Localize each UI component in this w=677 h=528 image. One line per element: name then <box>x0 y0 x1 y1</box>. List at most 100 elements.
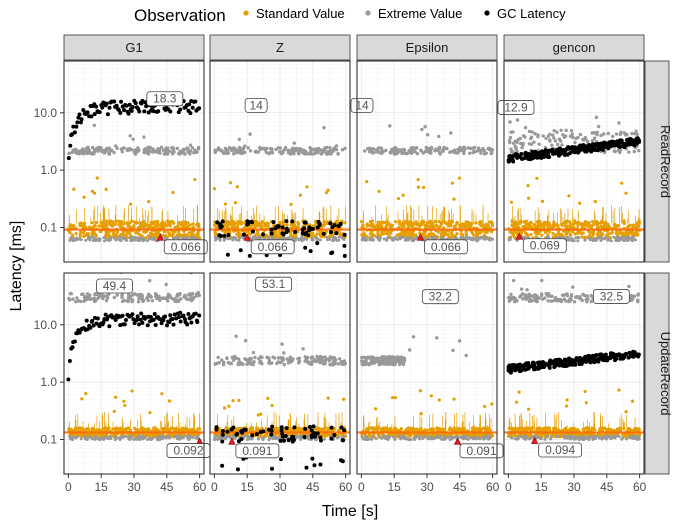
standard-point <box>540 233 544 237</box>
standard-point <box>360 233 365 237</box>
extreme-point <box>488 238 492 242</box>
gc-point <box>153 323 158 328</box>
gc-point <box>178 107 183 112</box>
standard-point <box>635 232 640 237</box>
extreme-point <box>606 238 610 242</box>
extreme-point <box>71 297 75 301</box>
extreme-point <box>86 236 90 240</box>
standard-point <box>237 232 241 236</box>
extreme-point <box>106 437 110 441</box>
extreme-point <box>114 238 118 242</box>
min-marker <box>515 232 524 240</box>
extreme-point <box>363 149 367 153</box>
standard-point <box>476 232 480 236</box>
standard-point <box>291 224 295 228</box>
standard-point <box>486 223 490 227</box>
gc-point <box>539 155 544 160</box>
standard-point <box>370 223 374 227</box>
extreme-point <box>101 437 105 441</box>
standard-point <box>223 202 228 206</box>
standard-point <box>402 224 406 228</box>
standard-point <box>289 231 293 235</box>
extreme-point <box>471 150 476 155</box>
points <box>210 334 350 472</box>
extreme-point <box>250 437 254 441</box>
standard-point <box>171 190 175 195</box>
extreme-point <box>603 236 607 240</box>
gc-point <box>68 143 73 148</box>
standard-point <box>416 177 420 182</box>
extreme-point <box>476 146 481 150</box>
standard-point <box>379 224 383 228</box>
gc-point <box>118 323 123 328</box>
extreme-point <box>516 138 520 142</box>
standard-point <box>509 200 514 204</box>
standard-point <box>375 223 379 227</box>
standard-point <box>576 223 580 228</box>
extreme-point <box>370 151 375 155</box>
standard-point <box>113 395 118 399</box>
standard-point <box>236 225 240 229</box>
gc-point <box>190 105 195 110</box>
standard-point <box>397 222 401 226</box>
extreme-point <box>135 147 140 152</box>
points <box>210 125 350 258</box>
standard-point <box>95 176 99 180</box>
gc-point <box>152 311 157 316</box>
extreme-point <box>553 139 558 143</box>
extreme-point <box>108 434 112 438</box>
column-strip-0 <box>63 34 205 61</box>
standard-point <box>188 223 192 227</box>
panel-ReadRecord-G1: 18.3 0.066 <box>63 60 208 263</box>
extreme-point <box>179 434 183 438</box>
extreme-point <box>149 437 153 441</box>
standard-point <box>123 403 127 408</box>
gc-point <box>342 253 347 258</box>
extreme-point <box>270 147 274 151</box>
standard-point <box>254 222 258 226</box>
extreme-point <box>93 292 98 296</box>
extreme-point <box>459 148 464 152</box>
extreme-point <box>367 149 372 154</box>
gc-point <box>119 99 124 104</box>
gc-point <box>280 231 285 236</box>
extreme-point <box>378 146 382 150</box>
standard-point <box>177 221 181 226</box>
extreme-point <box>300 235 304 239</box>
extreme-point <box>311 148 315 152</box>
gc-point <box>315 241 320 246</box>
extreme-point <box>599 239 603 243</box>
standard-point <box>449 231 453 236</box>
row-strip-0 <box>644 60 670 263</box>
extreme-point <box>81 149 86 154</box>
column-strip-2 <box>356 34 498 61</box>
gc-point <box>189 320 194 325</box>
extreme-point <box>313 150 318 155</box>
extreme-point <box>548 139 552 143</box>
standard-point <box>465 220 469 224</box>
gc-point <box>250 229 255 234</box>
extreme-point <box>190 146 195 150</box>
gc-point <box>589 149 594 154</box>
standard-point <box>430 222 434 226</box>
standard-point <box>148 411 152 415</box>
standard-point <box>574 221 578 225</box>
extreme-point <box>132 437 136 441</box>
standard-point <box>185 224 190 228</box>
extreme-point <box>254 150 259 154</box>
extreme-point <box>537 142 541 146</box>
extreme-point <box>79 437 83 441</box>
extreme-point <box>414 146 419 150</box>
extreme-point <box>400 151 404 156</box>
standard-point <box>437 225 441 230</box>
extreme-point <box>323 147 327 152</box>
standard-point <box>232 225 236 229</box>
gc-point <box>334 231 339 236</box>
standard-point <box>490 223 495 227</box>
gc-point <box>220 219 225 224</box>
standard-point <box>324 190 329 195</box>
extreme-point <box>146 148 150 152</box>
standard-point <box>152 232 157 236</box>
standard-point <box>376 220 380 224</box>
gc-point <box>290 219 295 224</box>
